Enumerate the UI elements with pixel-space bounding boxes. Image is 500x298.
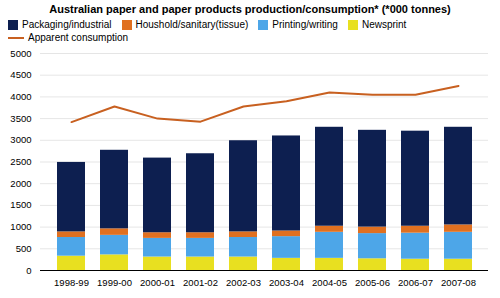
svg-text:500: 500	[16, 243, 32, 254]
svg-text:2006-07: 2006-07	[398, 277, 433, 288]
html-text:Apparent consumption: Apparent consumption	[28, 32, 129, 43]
html-text:Printing/writing: Printing/writing	[272, 19, 338, 30]
svg-text:2007-08: 2007-08	[441, 277, 476, 288]
svg-text:3500: 3500	[10, 113, 31, 124]
svg-text:1999-00: 1999-00	[97, 277, 132, 288]
svg-text:2001-02: 2001-02	[183, 277, 218, 288]
svg-text:4500: 4500	[10, 69, 31, 80]
svg-text:1998-99: 1998-99	[54, 277, 89, 288]
svg-text:2500: 2500	[10, 156, 31, 167]
svg-text:3000: 3000	[10, 134, 31, 145]
svg-text:5000: 5000	[10, 48, 31, 59]
html-text:Newsprint: Newsprint	[361, 19, 407, 30]
html-text:Australian paper and paper pro: Australian paper and paper products prod…	[49, 3, 451, 15]
svg-text:2005-06: 2005-06	[355, 277, 390, 288]
svg-text:1000: 1000	[10, 221, 31, 232]
svg-text:2003-04: 2003-04	[269, 277, 304, 288]
svg-text:2000: 2000	[10, 178, 31, 189]
svg-text:0: 0	[26, 265, 31, 276]
svg-text:4000: 4000	[10, 91, 31, 102]
svg-text:2002-03: 2002-03	[226, 277, 261, 288]
svg-text:2000-01: 2000-01	[140, 277, 175, 288]
svg-text:2004-05: 2004-05	[312, 277, 347, 288]
svg-text:1500: 1500	[10, 199, 31, 210]
html-text:Packaging/industrial: Packaging/industrial	[22, 19, 112, 30]
html-text:Houshold/sanitary(tissue): Houshold/sanitary(tissue)	[135, 19, 249, 30]
